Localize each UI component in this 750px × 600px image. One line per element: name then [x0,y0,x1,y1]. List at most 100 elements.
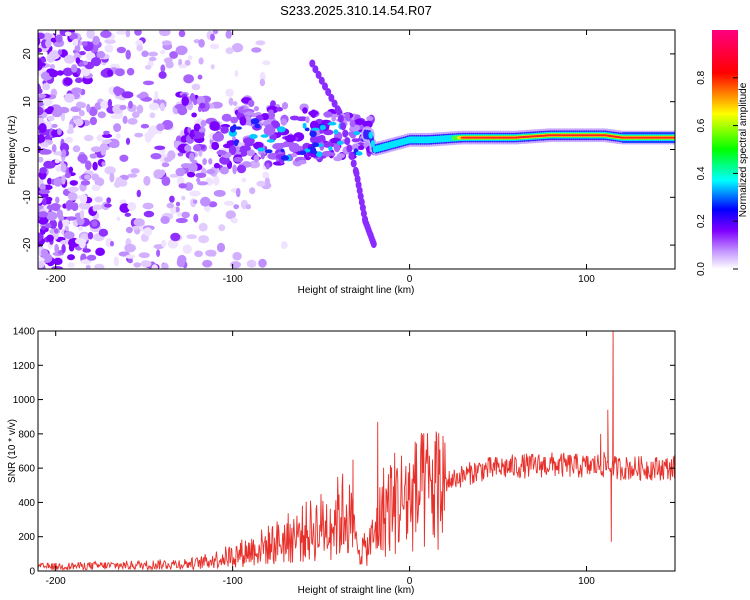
spectrogram-noise-blob [53,228,59,234]
spectrogram-noise-blob [235,187,241,198]
spectrogram-noise-blob [68,166,74,173]
spectrogram-bright-spot [260,134,269,138]
spectrogram-noise-blob [205,249,217,257]
spectrogram-noise-blob [132,111,140,119]
spectrogram-noise-blob [213,189,226,197]
spectrogram-cluster-blob [336,153,346,159]
spectrogram-noise-blob [46,234,54,242]
spectrogram-cluster-blob [297,160,307,165]
spectrogram-cluster-blob [243,137,255,145]
spectrogram-noise-blob [127,258,133,264]
spectrogram-noise-blob [65,199,74,210]
spectrogram-noise-blob [232,101,238,106]
spectrogram-noise-blob [156,123,165,131]
spectrogram-cluster-blob [297,145,303,152]
spectrogram-feature-blob [344,137,351,146]
spectrogram-noise-blob [198,222,208,232]
spectrogram-noise-blob [153,169,164,180]
spectrogram-noise-blob [83,134,94,142]
spectrogram-noise-blob [210,43,220,50]
spectrogram-noise-blob [53,177,62,187]
spectrogram-bright-spot [328,146,333,151]
spectrogram-noise-blob [116,216,121,221]
spectrogram-noise-blob [87,231,94,240]
spectrogram-noise-blob [50,37,58,43]
spectrogram-bright-spot [298,150,307,156]
spectrogram-noise-blob [202,259,213,268]
spectrogram-noise-blob [51,144,57,153]
spectrogram-noise-blob [141,50,149,58]
spectrogram-noise-blob [193,213,199,223]
snr-frame [37,330,676,572]
spectrogram-noise-blob [67,186,80,193]
spectrogram-cluster-blob [321,119,331,124]
spectrogram-noise-blob [102,133,113,138]
spectrogram-cluster-blob [302,107,308,114]
spectrogram-cluster-blob [321,150,333,157]
snr-xlabel: Height of straight line (km) [298,585,415,596]
spectrogram-noise-blob [178,183,187,189]
spectrogram-noise-blob [121,91,134,99]
spectrogram-noise-blob [230,217,239,224]
spectrogram-noise-blob [81,41,88,47]
colorbar-ticks: 0.0 0.2 0.4 0.6 0.8 [696,70,738,276]
spectrogram-noise-blob [40,142,50,147]
spectrogram-noise-blob [160,64,166,73]
spectrogram-bright-spot [302,122,307,129]
spectrogram-noise-blob [181,195,186,201]
spectrogram-noise-blob [94,263,105,269]
spectrogram-noise-blob [103,130,110,135]
spectrogram-noise-blob [169,173,179,178]
spectrogram-noise-blob [50,63,55,70]
spectrogram-noise-blob [64,54,75,64]
spectrogram-noise-blob [55,34,63,43]
spectrogram-noise-blob [67,254,75,261]
snr-xtick-label: 100 [578,576,595,587]
colorbar-tick-label: 0.0 [696,262,707,276]
spectrogram-feature-blob [331,99,338,108]
spectrogram-cluster-blob [175,167,186,177]
spectrogram-feature-blob [325,88,332,97]
spectrogram-noise-blob [142,80,155,86]
spectrogram-feature-blob [342,129,349,138]
spectrogram-noise-blob [38,232,43,242]
spectrogram-noise-blob [156,249,161,257]
spectrogram-bright-spot [336,140,344,145]
spectrogram-noise-blob [249,187,256,195]
spectrogram-noise-blob [231,43,244,53]
spectrogram-noise-blob [46,68,56,74]
spectrogram-noise-blob [200,196,211,207]
spectrogram-noise-blob [104,44,114,53]
spectrogram-bright-spot [315,151,323,158]
spectrogram-cluster-blob [191,131,202,139]
spectrogram-cluster-blob [260,152,265,160]
spectrogram-noise-blob [161,262,169,269]
spectrogram-noise-blob [40,248,49,257]
spectrogram-noise-blob [64,225,69,232]
spectrogram-noise-blob [38,134,46,144]
spectrogram-noise-blob [79,239,86,249]
spectrogram-noise-blob [246,259,257,268]
colorbar-tick-label: 0.8 [696,70,707,84]
spectrogram-cluster-blob [265,162,270,170]
spectrogram-noise-blob [163,57,173,64]
spectrogram-noise-blob [104,203,112,208]
snr-ylabel: SNR (10 * v/v) [7,419,18,483]
spectrogram-noise-blob [67,262,75,268]
spectrogram-noise-blob [38,37,41,46]
spectrogram-cluster-blob [219,166,229,175]
spectrogram-noise-blob [113,256,119,267]
spectrogram-noise-blob [154,90,159,101]
spectrogram-noise-blob [184,59,191,66]
spectrogram-cluster-blob [310,109,317,118]
spectrogram-cluster-blob [228,145,237,155]
spectrogram-bright-spot [233,139,239,147]
spectrogram-noise-blob [38,211,48,218]
spectrogram-noise-blob [136,93,147,99]
spectrogram-cluster-blob [239,145,251,152]
colorbar-label: Normalized spectral amplitude [738,82,749,217]
spectrogram-noise-blob [143,210,155,218]
spectrogram-noise-blob [61,219,70,225]
